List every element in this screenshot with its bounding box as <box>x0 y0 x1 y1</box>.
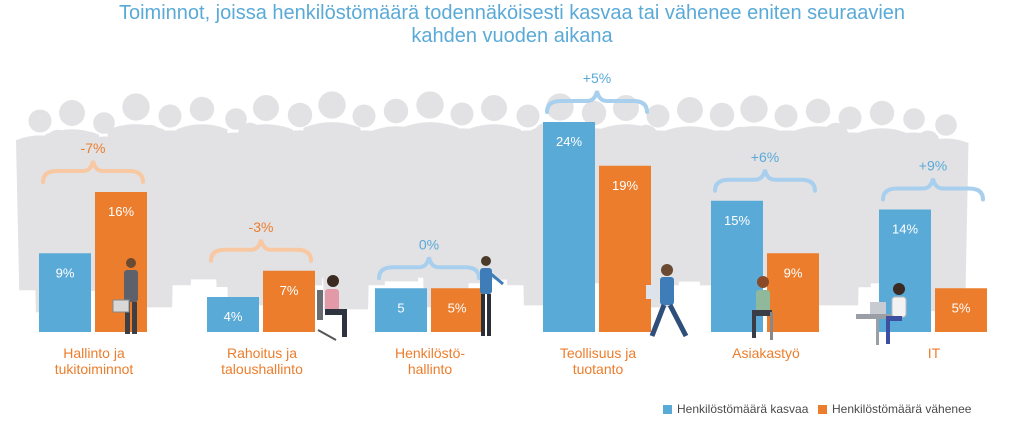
difference-label: +9% <box>919 158 947 174</box>
category-label: IT <box>928 345 941 361</box>
crowd-figure <box>320 126 372 310</box>
difference-label: 0% <box>419 236 439 252</box>
category-label: Henkilöstö-hallinto <box>395 345 465 377</box>
bar-increase <box>543 122 595 332</box>
bar-value-label-increase: 9% <box>56 265 75 280</box>
legend-swatch-decrease <box>818 404 827 414</box>
chart-title-line-1: Toiminnot, joissa henkilöstömäärä todenn… <box>118 2 906 24</box>
legend-item-decrease: Henkilöstömäärä vähenee <box>818 402 971 416</box>
category-label: Hallinto ja tukitoiminnot <box>55 345 134 377</box>
bar-value-label-increase: 15% <box>724 213 750 228</box>
bar-decrease <box>935 288 987 332</box>
walking-man-illustration <box>646 264 689 338</box>
difference-brace <box>41 160 145 184</box>
bars: 9% 16% 4% 7% 5 5% 24% 19% 15% 9% 14% 5% <box>39 122 987 332</box>
bar-increase <box>375 288 427 332</box>
bar-value-label-decrease: 9% <box>784 265 803 280</box>
seated-woman-phone-illustration <box>752 276 773 340</box>
category-label: Teollisuus ja tuotanto <box>560 345 636 377</box>
bar-value-label-increase: 24% <box>556 134 582 149</box>
difference-brace <box>377 256 481 281</box>
bar-decrease <box>767 253 819 332</box>
bar-increase <box>207 297 259 332</box>
legend-label-increase: Henkilöstömäärä kasvaa <box>677 402 809 416</box>
bar-value-label-increase: 5 <box>397 300 404 315</box>
difference-label: +5% <box>583 70 611 86</box>
person-with-briefcase-illustration <box>112 258 138 334</box>
crowd-figure <box>224 122 276 306</box>
bar-value-label-increase: 4% <box>224 309 243 324</box>
bar-value-label-increase: 14% <box>892 222 918 237</box>
difference-label: +6% <box>751 149 779 165</box>
bar-value-label-decrease: 5% <box>448 300 467 315</box>
bar-value-label-decrease: 7% <box>280 283 299 298</box>
seated-person-illustration <box>317 275 347 341</box>
chart-title-line-2: kahden vuoden aikana <box>411 25 613 47</box>
category-label: Rahoitus ja taloushallinto <box>221 345 303 377</box>
difference-brace <box>209 239 313 263</box>
legend-label-decrease: Henkilöstömäärä vähenee <box>832 402 972 416</box>
bar-value-label-decrease: 5% <box>952 300 971 315</box>
difference-brace <box>713 169 817 193</box>
bar-increase <box>39 253 91 332</box>
legend-swatch-increase <box>663 404 672 414</box>
difference-brace <box>881 178 985 202</box>
bar-decrease <box>431 288 483 332</box>
man-at-laptop-illustration <box>856 283 907 345</box>
chart-title: Toiminnot, joissa henkilöstömäärä todenn… <box>0 2 1024 48</box>
bar-value-label-decrease: 16% <box>108 204 134 219</box>
category-labels: Hallinto ja tukitoiminnot Rahoitus ja talou… <box>55 345 941 377</box>
legend-item-increase: Henkilöstömäärä kasvaa <box>663 402 808 416</box>
difference-label: -3% <box>249 219 274 235</box>
bar-value-label-decrease: 19% <box>612 178 638 193</box>
crowd-figure <box>810 122 862 306</box>
difference-brace <box>545 90 649 114</box>
category-label: Asiakastyö <box>732 345 800 361</box>
people-illustrations <box>112 256 907 345</box>
standing-woman-illustration <box>480 256 504 336</box>
bar-decrease <box>263 270 315 332</box>
crowd-silhouette-background <box>16 91 969 313</box>
difference-braces: -7% -3% 0% +5% +6% +9% <box>41 70 985 281</box>
difference-label: -7% <box>81 140 106 156</box>
bar-decrease <box>599 165 651 332</box>
